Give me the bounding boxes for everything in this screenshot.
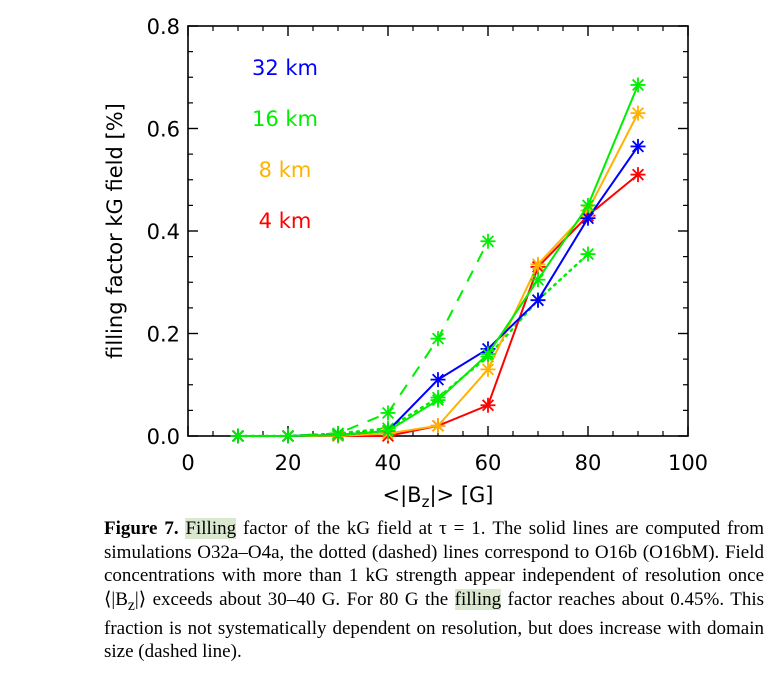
y-tick-label: 0.0 xyxy=(147,425,180,449)
data-point xyxy=(480,233,496,249)
caption-text: |⟩ exceeds about 30–40 G. For 80 G the xyxy=(134,588,455,610)
y-tick-label: 0.4 xyxy=(147,220,180,244)
x-tick-label: 0 xyxy=(181,451,194,475)
legend-entry: 16 km xyxy=(252,107,318,131)
data-point xyxy=(430,392,446,408)
y-tick-label: 0.8 xyxy=(147,15,180,39)
legend-entry: 8 km xyxy=(259,158,312,182)
y-tick-label: 0.6 xyxy=(147,118,180,142)
caption-text: factor reaches about 0.45%. This fractio… xyxy=(104,588,764,663)
data-point xyxy=(630,105,646,121)
data-point xyxy=(580,246,596,262)
data-point xyxy=(530,292,546,308)
x-tick-label: 40 xyxy=(375,451,402,475)
data-point xyxy=(380,423,396,439)
data-point xyxy=(530,256,546,272)
data-point xyxy=(380,405,396,421)
caption-text: factor of the kG field at τ = 1. The sol… xyxy=(104,518,764,610)
data-point xyxy=(480,361,496,377)
highlighted-term: filling xyxy=(454,588,502,610)
data-point xyxy=(630,167,646,183)
data-point xyxy=(280,428,296,444)
highlighted-term: Filling xyxy=(185,518,237,539)
data-point xyxy=(230,428,246,444)
legend-entry: 32 km xyxy=(252,56,318,80)
data-point xyxy=(630,77,646,93)
x-axis-title: <|Bz|> [G] xyxy=(383,483,494,510)
data-point xyxy=(580,210,596,226)
data-point xyxy=(530,272,546,288)
data-point xyxy=(630,138,646,154)
data-point xyxy=(330,427,346,443)
x-tick-label: 80 xyxy=(575,451,602,475)
data-point xyxy=(430,418,446,434)
caption-text: z xyxy=(127,596,135,614)
data-point xyxy=(480,346,496,362)
x-tick-label: 100 xyxy=(668,451,708,475)
x-tick-label: 20 xyxy=(275,451,302,475)
data-point xyxy=(430,331,446,347)
data-point xyxy=(430,372,446,388)
dashed-green-series-line xyxy=(238,240,489,437)
chart: 0 20 40 60 80 100 0.0 0.2 0.4 0.6 0.8 <|Bz|> [G] fil… xyxy=(103,15,708,510)
y-tick-label: 0.2 xyxy=(147,323,180,347)
caption-label: Figure 7. xyxy=(104,518,179,539)
legend-entry: 4 km xyxy=(259,209,312,233)
data-point xyxy=(480,397,496,413)
data-point xyxy=(580,197,596,213)
figure-caption: Figure 7. Filling factor of the kG field… xyxy=(104,517,764,664)
y-axis-title: filling factor kG field [%] xyxy=(103,103,127,359)
x-tick-label: 60 xyxy=(475,451,502,475)
